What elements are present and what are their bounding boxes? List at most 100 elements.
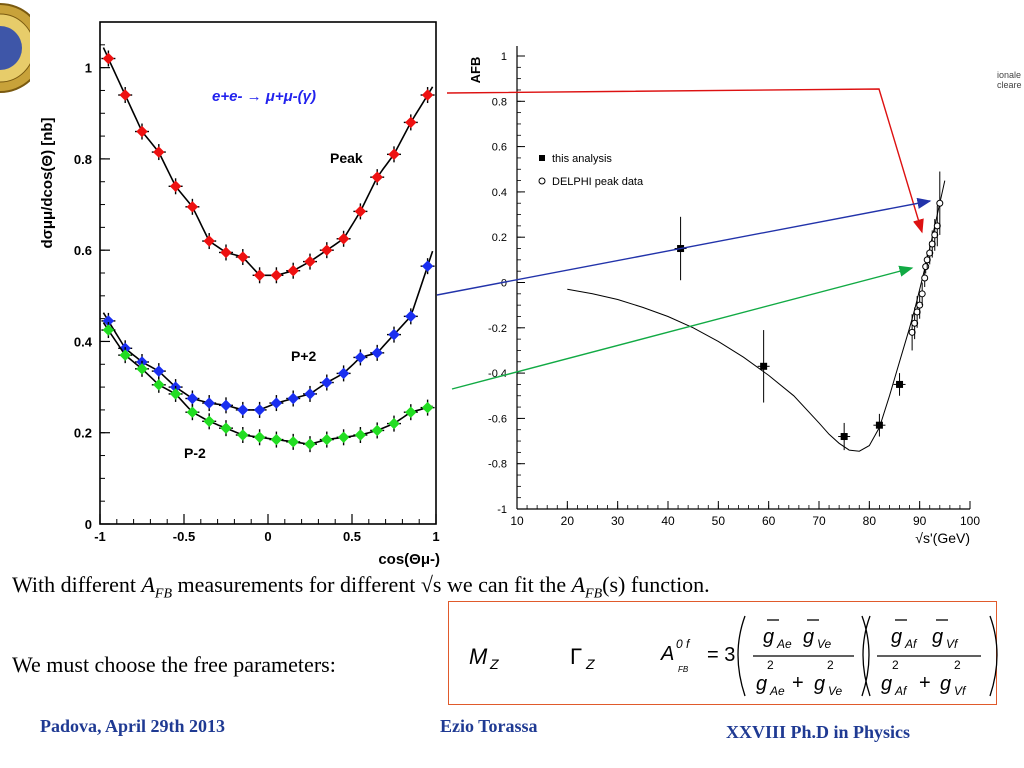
data-point	[118, 87, 133, 104]
data-point	[420, 258, 435, 275]
a-symbol: A	[660, 643, 674, 665]
data-point	[269, 431, 284, 448]
point-marker	[918, 290, 926, 298]
data-point	[202, 395, 217, 412]
mz-subscript: Z	[489, 656, 499, 672]
point-marker	[287, 436, 299, 448]
free-parameters-label: We must choose the free parameters:	[12, 652, 336, 677]
g-subscript: Vf	[946, 637, 959, 651]
data-point	[185, 404, 200, 421]
y-tick-label: -0.8	[488, 459, 507, 471]
data-point	[303, 436, 317, 453]
data-point	[370, 169, 385, 186]
point-marker	[388, 148, 400, 161]
point-marker	[270, 433, 283, 446]
point-marker	[169, 388, 182, 400]
data-point	[219, 420, 233, 437]
point-marker	[405, 406, 417, 418]
y-tick-label: 0	[85, 517, 92, 532]
data-point	[151, 144, 166, 161]
data-point	[370, 344, 385, 361]
exponent: 2	[892, 658, 899, 672]
data-point	[420, 399, 435, 416]
text-segment: (s) function.	[602, 572, 710, 597]
data-point	[403, 404, 418, 421]
data-point	[319, 374, 334, 391]
plus-sign: +	[919, 672, 931, 694]
green-arrow	[451, 265, 914, 390]
point-marker	[321, 244, 333, 256]
data-point	[168, 178, 183, 195]
g-subscript: Vf	[954, 684, 967, 698]
data-point	[235, 249, 250, 266]
data-point	[319, 242, 334, 259]
y-tick-label: -0.6	[488, 413, 507, 425]
y-tick-label: 0.6	[74, 243, 92, 258]
point-marker	[153, 365, 165, 377]
g-symbol: g	[814, 673, 825, 695]
point-marker	[237, 404, 249, 416]
red-arrow	[446, 88, 924, 234]
process-annotation: e+e- → μ+μ-(γ)	[212, 88, 316, 105]
data-point	[252, 267, 267, 284]
point-marker	[253, 269, 266, 281]
data-point	[286, 262, 301, 279]
y-tick-label: 1	[501, 51, 507, 63]
x-tick-label: 40	[661, 514, 675, 528]
data-point	[303, 385, 317, 402]
g-symbol: g	[881, 673, 892, 695]
point-marker	[354, 351, 367, 364]
university-seal-logo	[0, 2, 30, 94]
data-point	[336, 429, 351, 446]
data-point	[319, 431, 334, 448]
afb-symbol: A	[141, 572, 155, 597]
y-tick-label: -0.2	[488, 323, 507, 335]
data-point	[873, 413, 886, 437]
plus-sign: +	[792, 672, 804, 694]
equals-three: = 3	[707, 644, 735, 666]
point-marker	[371, 424, 383, 437]
point-marker	[102, 324, 115, 336]
x-tick-label: 0.5	[343, 529, 361, 544]
data-point	[303, 253, 317, 270]
g-subscript: Ae	[776, 637, 792, 651]
data-point	[387, 326, 401, 343]
point-marker	[405, 310, 417, 323]
x-tick-label: 10	[510, 514, 524, 528]
gamma-subscript: Z	[585, 656, 595, 672]
g-symbol: g	[763, 626, 774, 648]
x-tick-label: 90	[913, 514, 927, 528]
point-marker	[186, 392, 199, 405]
point-marker	[220, 246, 232, 259]
exponent: 2	[767, 658, 774, 672]
x-tick-label: 0	[264, 529, 271, 544]
x-tick-label: -1	[94, 529, 106, 544]
point-marker	[253, 431, 266, 443]
y-tick-label: -0.4	[488, 368, 507, 380]
x-tick-label: -0.5	[173, 529, 195, 544]
data-point	[403, 114, 418, 131]
point-marker	[136, 363, 148, 375]
point-marker	[220, 399, 232, 412]
data-point	[387, 146, 401, 163]
data-point	[933, 205, 941, 247]
data-point	[202, 233, 217, 250]
point-marker	[119, 349, 131, 361]
afb-formula: M Z Γ Z A 0 f FB = 3	[469, 615, 998, 698]
point-marker	[203, 235, 215, 247]
x-tick-label: 50	[712, 514, 726, 528]
exponent: 2	[827, 658, 834, 672]
series-label: P-2	[184, 445, 206, 461]
data-point	[921, 268, 929, 288]
data-point	[269, 267, 284, 284]
g-symbol: g	[756, 673, 767, 695]
data-point	[185, 198, 200, 215]
point-marker	[153, 146, 165, 158]
data-point	[235, 401, 250, 418]
g-symbol: g	[940, 673, 951, 695]
y-axis-label: dσμμ/dcos(Θ) [nb]	[39, 117, 56, 248]
point-marker	[203, 415, 215, 428]
point-marker	[186, 406, 199, 418]
data-point	[168, 385, 183, 402]
